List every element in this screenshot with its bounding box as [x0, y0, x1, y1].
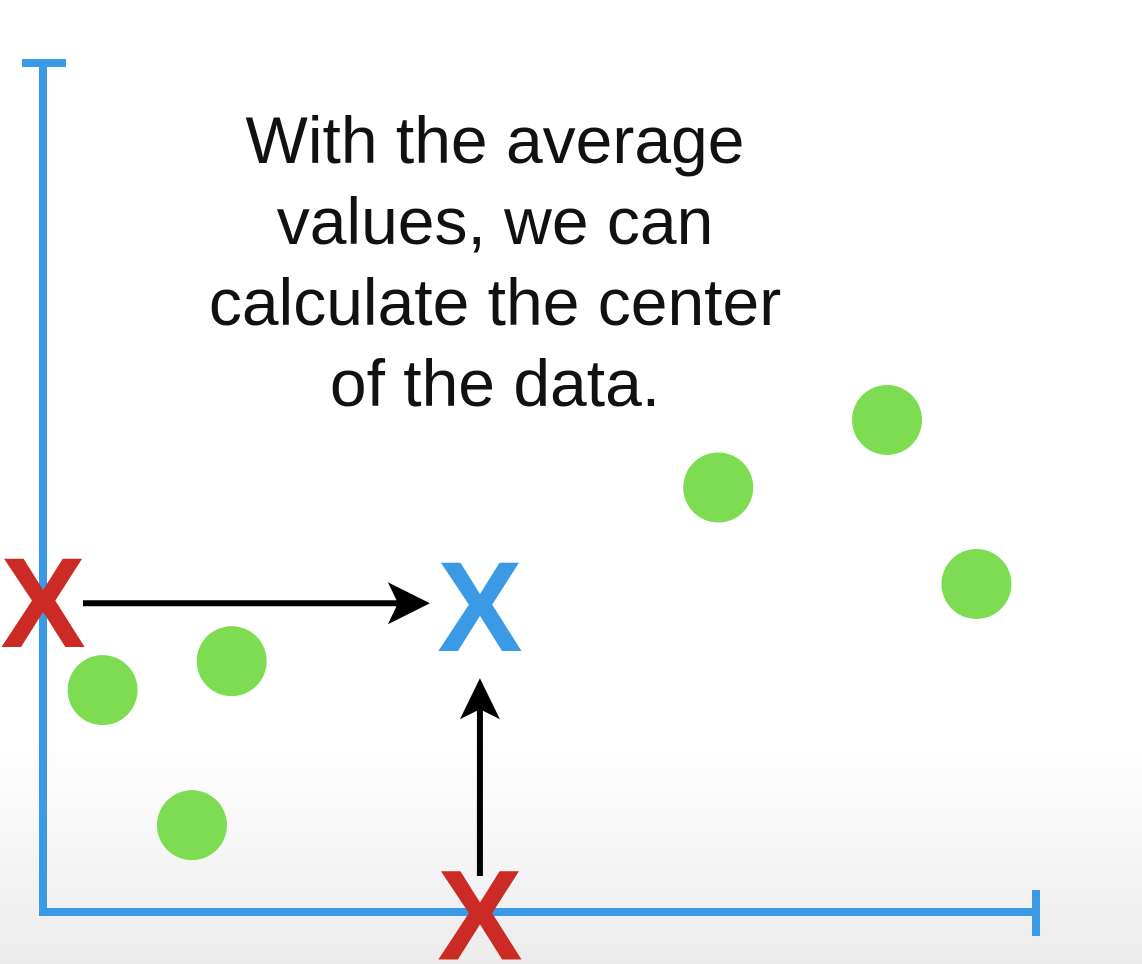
data-point [67, 655, 138, 726]
arrows [83, 582, 500, 876]
data-point [156, 790, 227, 861]
markers: X X X [0, 532, 522, 964]
vertical-arrowhead [459, 678, 500, 720]
center-marker: X [437, 536, 522, 679]
data-point [852, 384, 923, 455]
caption-line-3: calculate the center [208, 265, 782, 339]
x-average-marker: X [437, 845, 522, 964]
horizontal-arrowhead [387, 582, 430, 625]
data-point [196, 626, 267, 697]
data-point [941, 548, 1012, 619]
data-points [67, 384, 1012, 861]
data-point [683, 452, 754, 523]
caption-line-1: With the average [245, 103, 745, 177]
caption-line-2: values, we can [276, 184, 714, 258]
y-average-marker: X [0, 532, 85, 675]
axes [22, 59, 1040, 936]
caption-line-4: of the data. [329, 346, 661, 420]
caption-text: With the average values, we can calculat… [130, 100, 860, 424]
